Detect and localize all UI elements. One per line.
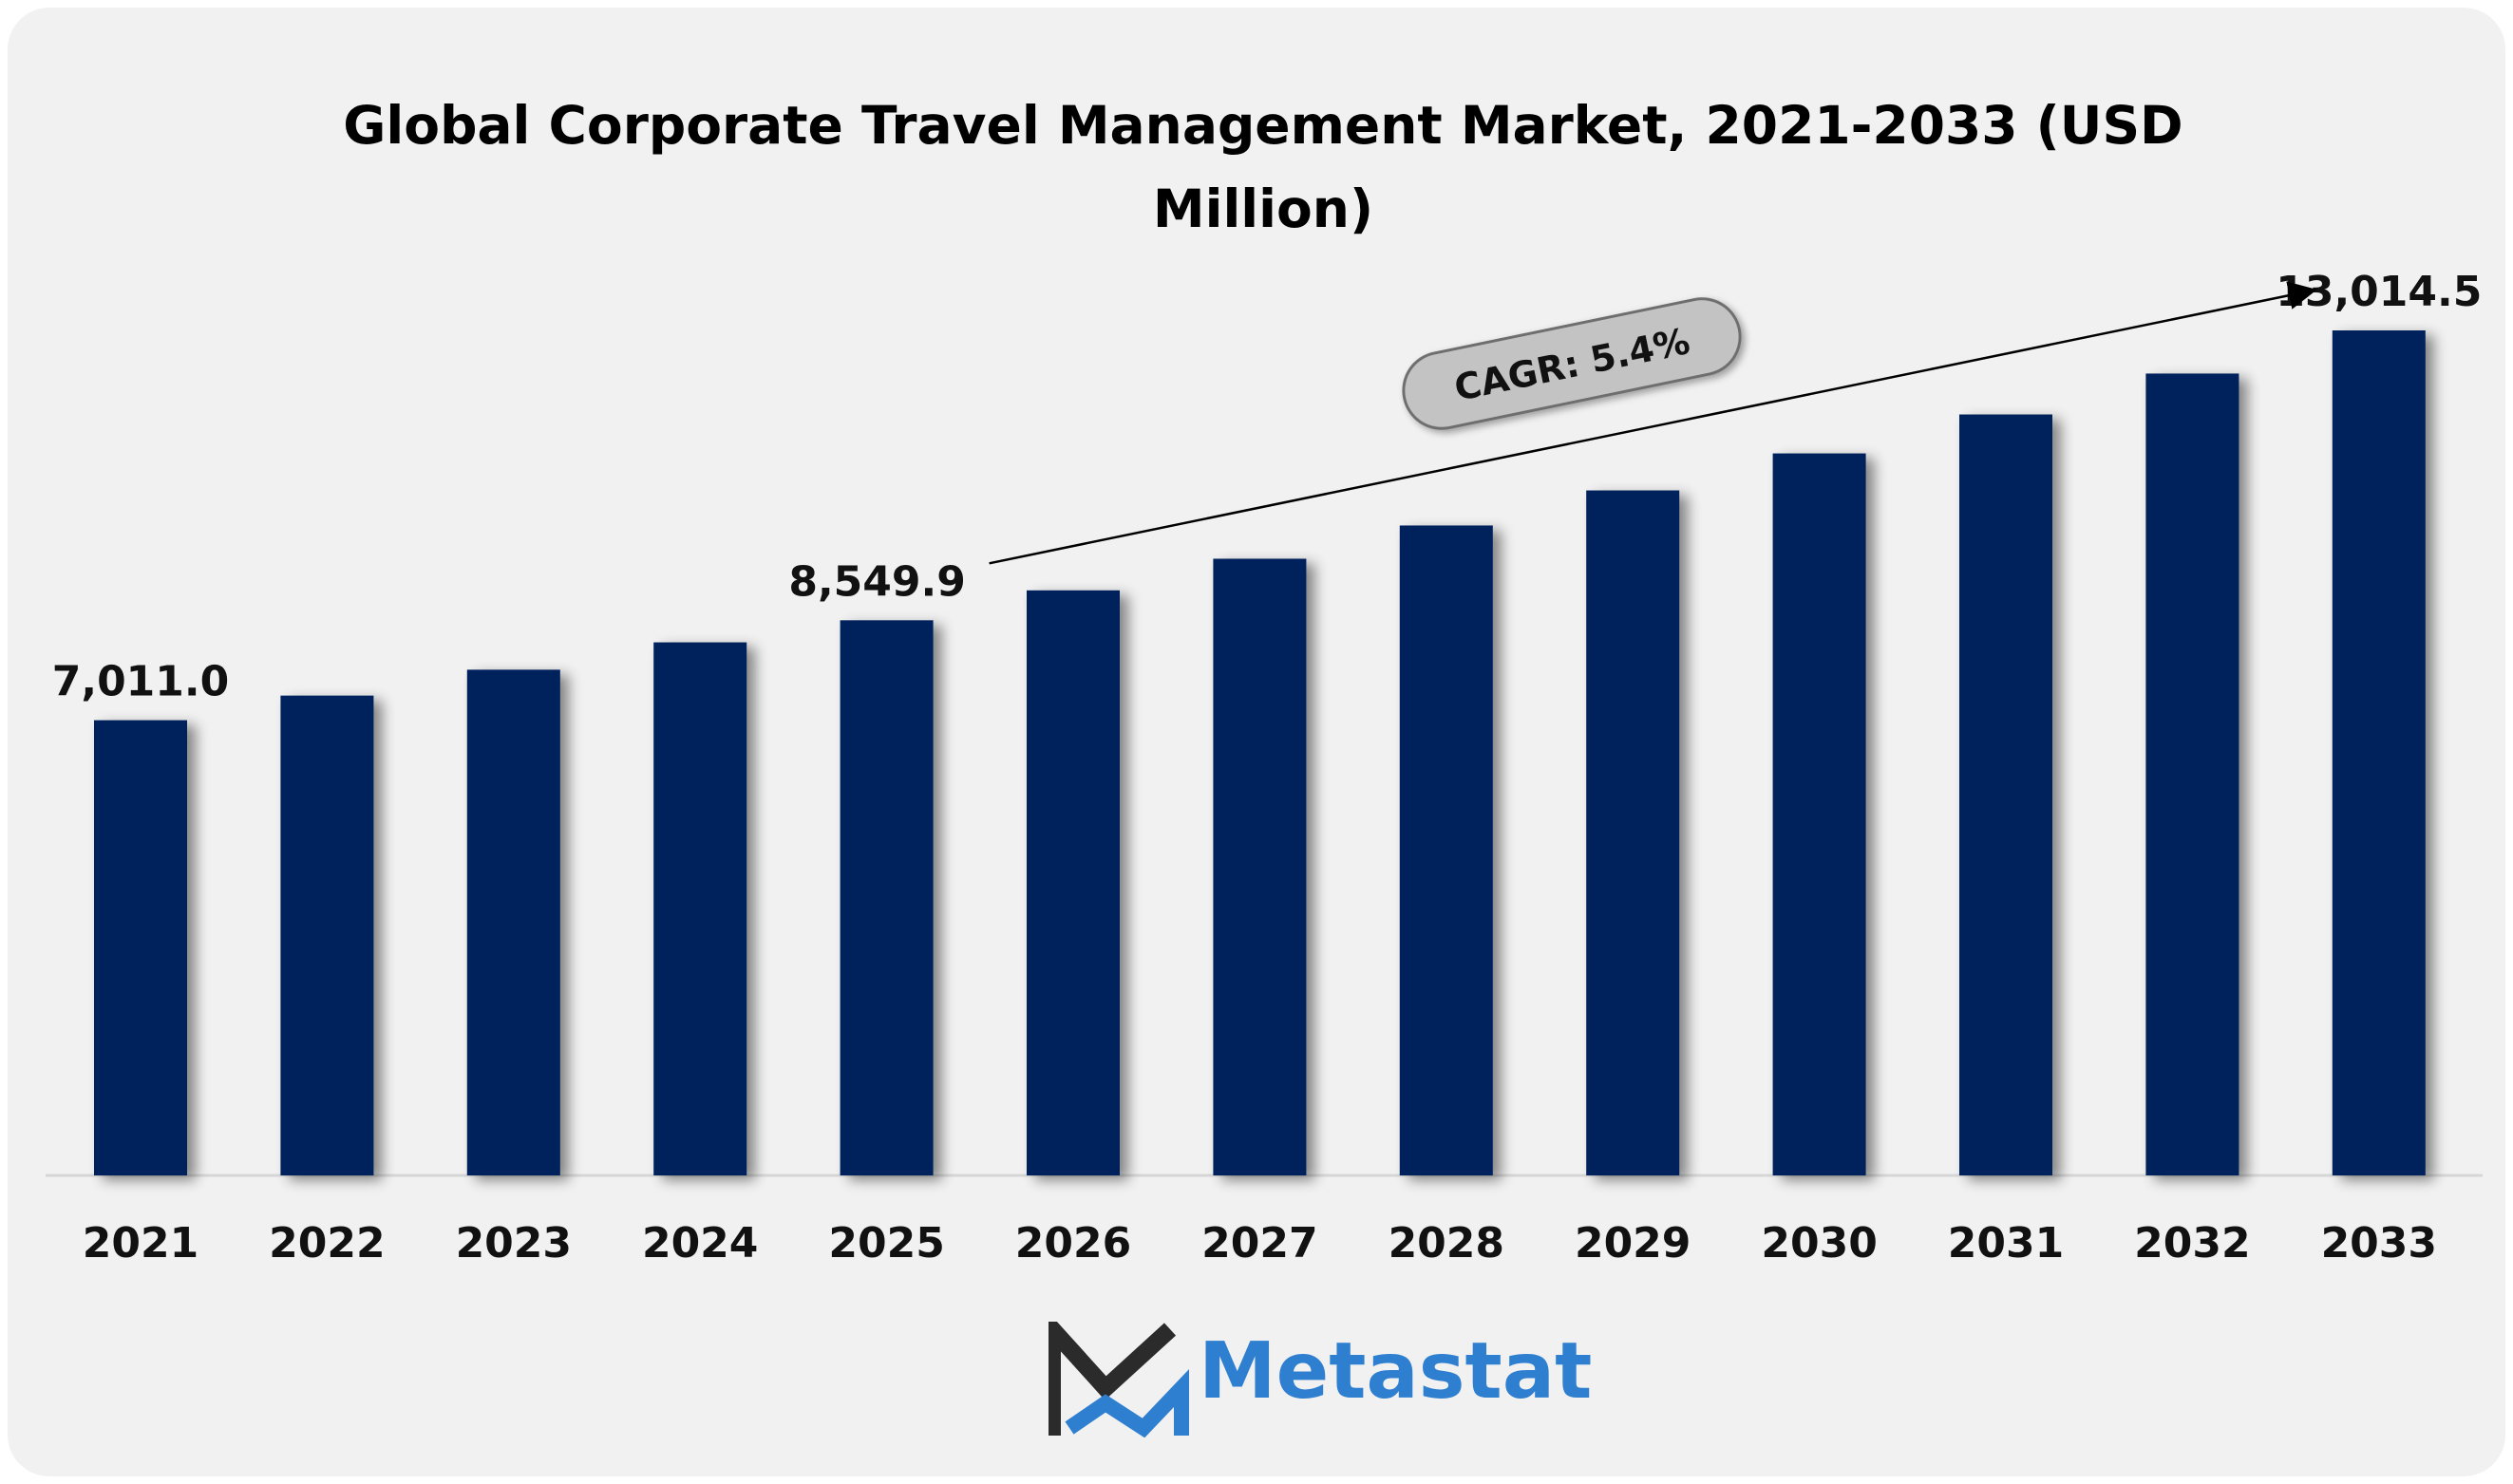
chart-title: Global Corporate Travel Management Marke… bbox=[343, 95, 2183, 239]
data-label-2021: 7,011.0 bbox=[52, 658, 230, 706]
x-tick-label: 2022 bbox=[269, 1219, 385, 1268]
cagr-arrow bbox=[989, 281, 2317, 565]
x-tick-label: 2032 bbox=[2134, 1219, 2250, 1268]
x-tick-label: 2030 bbox=[1761, 1219, 1877, 1268]
cagr-pill bbox=[1402, 297, 1742, 430]
bar-2024 bbox=[653, 642, 747, 1175]
bar-2022 bbox=[280, 695, 374, 1175]
metastat-m-logo-icon bbox=[1049, 1322, 1189, 1437]
x-tick-label: 2025 bbox=[828, 1219, 944, 1268]
x-tick-label: 2027 bbox=[1201, 1219, 1317, 1268]
bar-2025 bbox=[840, 620, 934, 1175]
bar-2031 bbox=[1959, 414, 2052, 1175]
x-tick-label: 2028 bbox=[1389, 1219, 1504, 1268]
bar-2023 bbox=[466, 669, 560, 1175]
x-tick-label: 2031 bbox=[1948, 1219, 2064, 1268]
bar-2029 bbox=[1586, 490, 1680, 1175]
x-tick-label: 2033 bbox=[2321, 1219, 2437, 1268]
bar-2033 bbox=[2332, 330, 2426, 1175]
bar-2030 bbox=[1772, 453, 1866, 1175]
bar-2032 bbox=[2145, 373, 2239, 1175]
x-tick-label: 2023 bbox=[456, 1219, 572, 1268]
bar-2027 bbox=[1213, 558, 1307, 1175]
bar-2028 bbox=[1399, 525, 1493, 1175]
data-label-2025: 8,549.9 bbox=[788, 557, 966, 606]
x-tick-label: 2029 bbox=[1575, 1219, 1691, 1268]
brand-name: Metastat bbox=[1199, 1326, 1593, 1417]
x-tick-label: 2024 bbox=[642, 1219, 758, 1268]
bar-2021 bbox=[94, 720, 187, 1175]
bar-2026 bbox=[1027, 590, 1120, 1175]
cagr-badge: CAGR: 5.4% bbox=[1402, 297, 1742, 430]
x-tick-label: 2021 bbox=[83, 1219, 198, 1268]
x-tick-label: 2026 bbox=[1015, 1219, 1131, 1268]
